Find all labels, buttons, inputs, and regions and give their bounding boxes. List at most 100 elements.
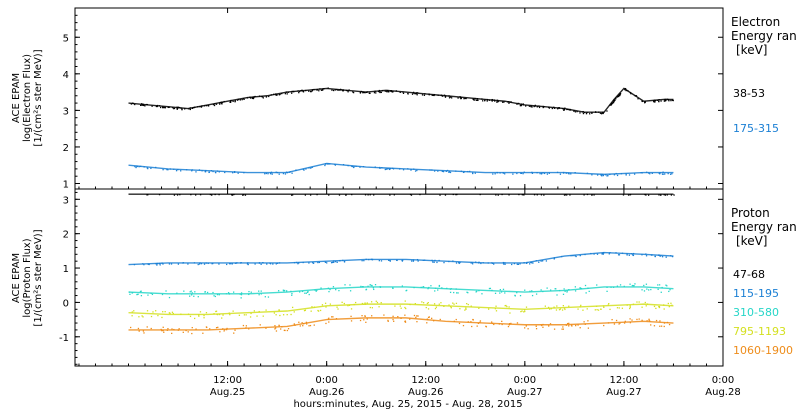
electron-series-point-175-315 [607,175,609,177]
electron-series-point-175-315 [233,171,236,173]
proton-instrument-label: ACE EPAM [11,253,22,303]
proton-series-point-795-1193 [238,314,241,316]
proton-series-point-47-68 [304,194,307,196]
proton-series-point-795-1193 [343,302,345,305]
proton-series-point-47-68 [540,194,543,196]
proton-series-point-310-580 [306,291,309,293]
proton-series-point-47-68 [501,193,503,196]
electron-panel-frame [74,7,724,190]
proton-series-point-795-1193 [325,306,327,308]
proton-series-point-115-195 [389,260,391,262]
proton-series-point-1060-1900 [226,327,228,330]
proton-series-point-1060-1900 [233,332,235,334]
proton-series-point-115-195 [632,254,635,257]
electron-series-point-175-315 [134,165,136,168]
proton-series-point-1060-1900 [245,327,247,329]
proton-series-point-310-580 [531,294,534,297]
proton-series-point-115-195 [333,260,335,262]
proton-series-point-795-1193 [404,300,406,302]
electron-series-point-175-315 [540,172,543,174]
proton-series-point-115-195 [177,263,180,265]
electron-series-point-38-53 [359,92,362,94]
proton-series-point-795-1193 [602,305,605,307]
electron-series-point-175-315 [216,170,219,172]
electron-series-point-38-53 [313,88,315,91]
proton-series-point-310-580 [147,294,149,296]
electron-series-point-175-315 [565,172,567,174]
proton-series-point-47-68 [338,194,341,196]
proton-series-point-1060-1900 [202,332,204,334]
proton-series-point-310-580 [502,288,505,290]
proton-series-point-1060-1900 [568,325,570,327]
proton-series-point-47-68 [389,194,391,196]
xtick-time-label: 0:00 [514,375,536,386]
proton-series-point-1060-1900 [472,319,474,321]
proton-series-point-310-580 [277,290,280,292]
electron-series-point-38-53 [627,90,629,92]
proton-series-point-1060-1900 [350,315,352,318]
proton-series-point-115-195 [240,262,242,264]
proton-series-point-1060-1900 [274,328,276,330]
proton-series-point-1060-1900 [427,316,430,319]
proton-series-point-310-580 [194,291,196,293]
proton-series-point-47-68 [627,194,630,196]
proton-series-point-115-195 [645,255,648,257]
proton-series-point-115-195 [363,259,365,262]
electron-series-point-175-315 [661,173,664,175]
electron-series-point-175-315 [659,173,661,175]
electron-series-point-38-53 [177,106,180,108]
electron-series-point-38-53 [249,97,252,99]
proton-series-point-795-1193 [371,307,374,309]
proton-series-point-1060-1900 [332,316,334,318]
proton-series-point-47-68 [146,194,148,196]
electron-series-point-38-53 [658,101,660,103]
proton-series-point-310-580 [449,288,452,290]
proton-series-point-310-580 [650,288,652,291]
proton-series-point-795-1193 [655,307,657,310]
electron-series-point-38-53 [237,99,239,101]
electron-series-point-175-315 [180,170,182,172]
electron-series-point-38-53 [219,101,221,104]
proton-series-point-795-1193 [243,314,246,316]
proton-series-point-1060-1900 [525,325,527,327]
proton-series-point-115-195 [226,263,228,266]
proton-series-point-1060-1900 [129,326,132,329]
proton-series-point-310-580 [267,296,270,298]
electron-series-point-38-53 [501,101,504,103]
proton-series-point-1060-1900 [150,327,152,330]
proton-series-point-115-195 [269,263,272,265]
electron-series-point-175-315 [191,170,193,172]
proton-series-point-795-1193 [256,315,258,317]
electron-series-point-38-53 [253,96,255,98]
proton-series-point-115-195 [161,262,163,264]
electron-series-point-38-53 [463,98,465,100]
electron-series-point-175-315 [586,172,589,175]
proton-series-point-795-1193 [506,305,508,308]
electron-series-point-38-53 [237,98,240,100]
proton-series-point-1060-1900 [571,325,573,327]
electron-series-point-175-315 [574,172,576,174]
electron-series-point-175-315 [191,169,193,171]
proton-series-point-1060-1900 [328,317,330,319]
electron-series-point-175-315 [433,170,436,172]
proton-series-point-115-195 [665,256,667,258]
proton-series-point-795-1193 [232,310,234,312]
electron-series-point-38-53 [239,99,241,101]
electron-series-point-38-53 [617,94,620,96]
proton-series-point-795-1193 [304,309,307,311]
electron-series-point-38-53 [664,98,666,101]
electron-series-point-175-315 [499,172,501,174]
proton-series-point-115-195 [590,252,592,255]
proton-series-point-310-580 [529,290,531,292]
proton-series-point-115-195 [200,263,203,265]
proton-series-point-115-195 [502,261,505,264]
electron-series-point-38-53 [610,104,612,106]
electron-series-point-175-315 [474,172,476,174]
proton-series-point-310-580 [140,290,142,292]
proton-series-point-310-580 [365,289,367,291]
proton-series-point-1060-1900 [659,325,661,327]
electron-series-point-175-315 [324,163,327,165]
proton-series-point-1060-1900 [331,316,333,318]
electron-series-point-38-53 [416,94,418,96]
electron-series-point-38-53 [192,107,194,109]
